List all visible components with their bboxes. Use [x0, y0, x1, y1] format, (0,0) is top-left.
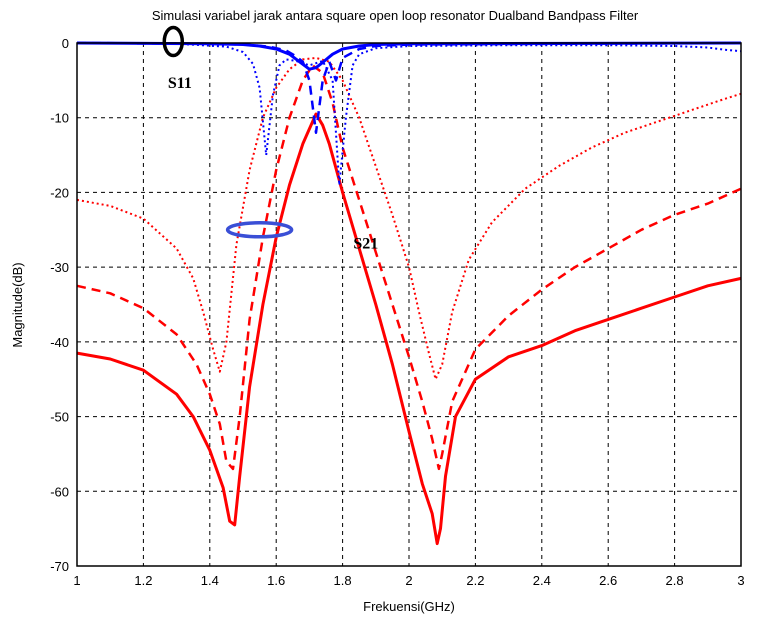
s11-solid-line: [76, 41, 742, 71]
y-tick-label: -40: [50, 335, 69, 350]
x-tick-label: 1: [73, 573, 80, 588]
plot-series: [76, 41, 742, 546]
x-axis-label: Frekuensi(GHz): [363, 599, 455, 614]
grid: [77, 43, 741, 566]
annotations: S11 S21: [162, 25, 378, 252]
x-tick-label: 1.4: [201, 573, 219, 588]
x-tick-label: 1.8: [334, 573, 352, 588]
s11-dashed-line: [76, 41, 742, 134]
y-tick-label: -20: [50, 185, 69, 200]
y-tick-label: -50: [50, 410, 69, 425]
chart-title: Simulasi variabel jarak antara square op…: [152, 8, 639, 23]
s11-marker-ellipse: [162, 25, 185, 58]
x-tick-label: 2.2: [466, 573, 484, 588]
x-tick-label: 3: [737, 573, 744, 588]
s21-annotation: S21: [353, 235, 378, 252]
x-tick-label: 1.2: [134, 573, 152, 588]
plot-frame: [76, 42, 742, 567]
s21-dashed-line: [76, 64, 742, 471]
s21-dotted-line: [76, 56, 742, 381]
s21-solid-line: [76, 112, 742, 546]
tick-labels: 1 1.2 1.4 1.6 1.8 2 2.2 2.4 2.6 2.8 3 0 -10 -20 -30 -40…: [50, 36, 744, 588]
x-tick-label: 2.4: [533, 573, 551, 588]
s21-marker-ellipse: [225, 221, 294, 239]
y-tick-label: -60: [50, 484, 69, 499]
y-tick-label: -10: [50, 111, 69, 126]
x-tick-label: 2.8: [666, 573, 684, 588]
x-tick-label: 2.6: [599, 573, 617, 588]
y-axis-label: Magnitude(dB): [10, 262, 25, 347]
y-tick-label: -70: [50, 559, 69, 574]
x-tick-label: 2: [405, 573, 412, 588]
s11-annotation: S11: [168, 75, 192, 92]
x-tick-label: 1.6: [267, 573, 285, 588]
y-tick-label: 0: [62, 36, 69, 51]
y-tick-label: -30: [50, 260, 69, 275]
s11-dotted-line: [76, 42, 742, 186]
